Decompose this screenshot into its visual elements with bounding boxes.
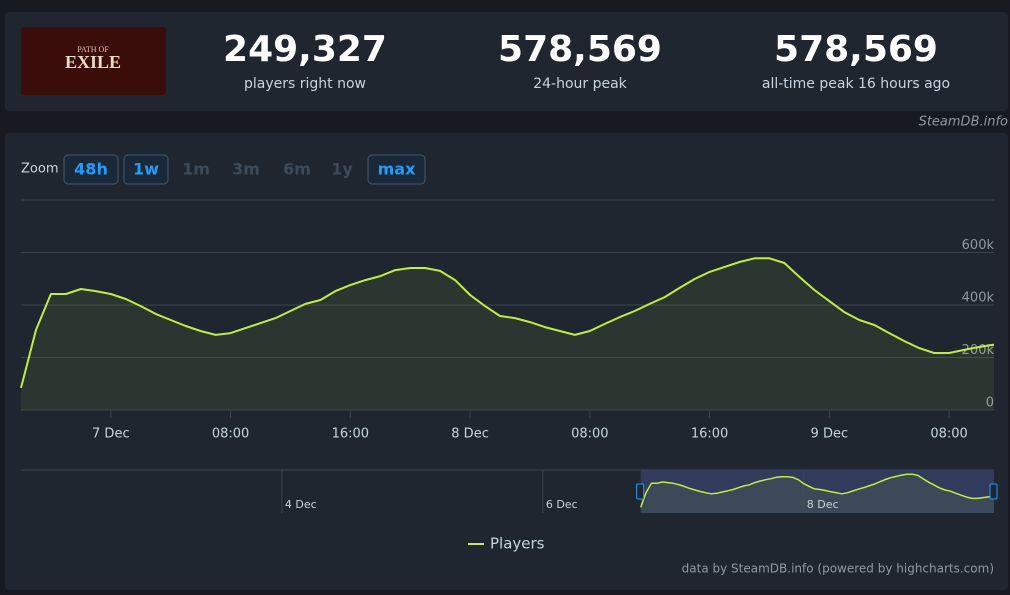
x-tick-label: 08:00 [212,427,249,442]
navigator-tick-label: 8 Dec [807,498,839,511]
stat-value: 578,569 [774,29,938,70]
x-tick-label: 16:00 [332,427,369,442]
stats-panel [5,12,1008,111]
x-tick-label: 08:00 [571,427,608,442]
zoom-button[interactable] [123,154,169,185]
zoom-button-label[interactable]: 48h [74,160,108,179]
zoom-button[interactable] [367,154,426,185]
x-tick-label: 7 Dec [92,427,130,442]
x-tick-label: 16:00 [691,427,728,442]
y-tick-label: 600k [962,238,995,253]
series-line-area [21,258,994,410]
navigator-handle[interactable] [636,483,645,500]
zoom-buttons: 48h 1w 1m 3m 6m 1y max [63,154,426,185]
zoom-button-label: 6m [283,160,311,179]
x-tick-label: 9 Dec [811,427,849,442]
navigator-tick-label: 4 Dec [285,498,317,511]
logo-top: PATH OF [77,45,109,54]
logo [21,27,166,95]
zoom-button-label: 1y [331,160,353,179]
x-tick-label: 8 Dec [451,427,489,442]
zoom-button[interactable] [63,154,119,185]
credits: data by SteamDB.info (powered by highcha… [682,562,994,576]
navigator-handle[interactable] [989,483,998,500]
stat-label: 24-hour peak [533,76,627,92]
logo-main: EXILE [65,52,121,72]
zoom-label: Zoom [21,162,58,177]
navigator-line-area [640,474,994,513]
y-tick-label: 0 [986,396,994,411]
stat-value: 249,327 [223,29,387,70]
navigator-tick-label: 6 Dec [546,498,578,511]
stat-label: players right now [244,76,366,92]
zoom-button-label: 1m [182,160,210,179]
zoom-button-label[interactable]: max [378,160,416,179]
series-line [20,257,995,389]
legend-label[interactable]: Players [490,535,545,553]
source: SteamDB.info [919,115,1008,130]
y-tick-label: 400k [962,291,995,306]
x-tick-label: 08:00 [930,427,967,442]
stat-value: 578,569 [498,29,662,70]
navigator-line [639,473,995,508]
stat-label: all-time peak 16 hours ago [762,76,950,92]
zoom-button-label: 3m [232,160,260,179]
zoom-button-label[interactable]: 1w [133,160,159,179]
